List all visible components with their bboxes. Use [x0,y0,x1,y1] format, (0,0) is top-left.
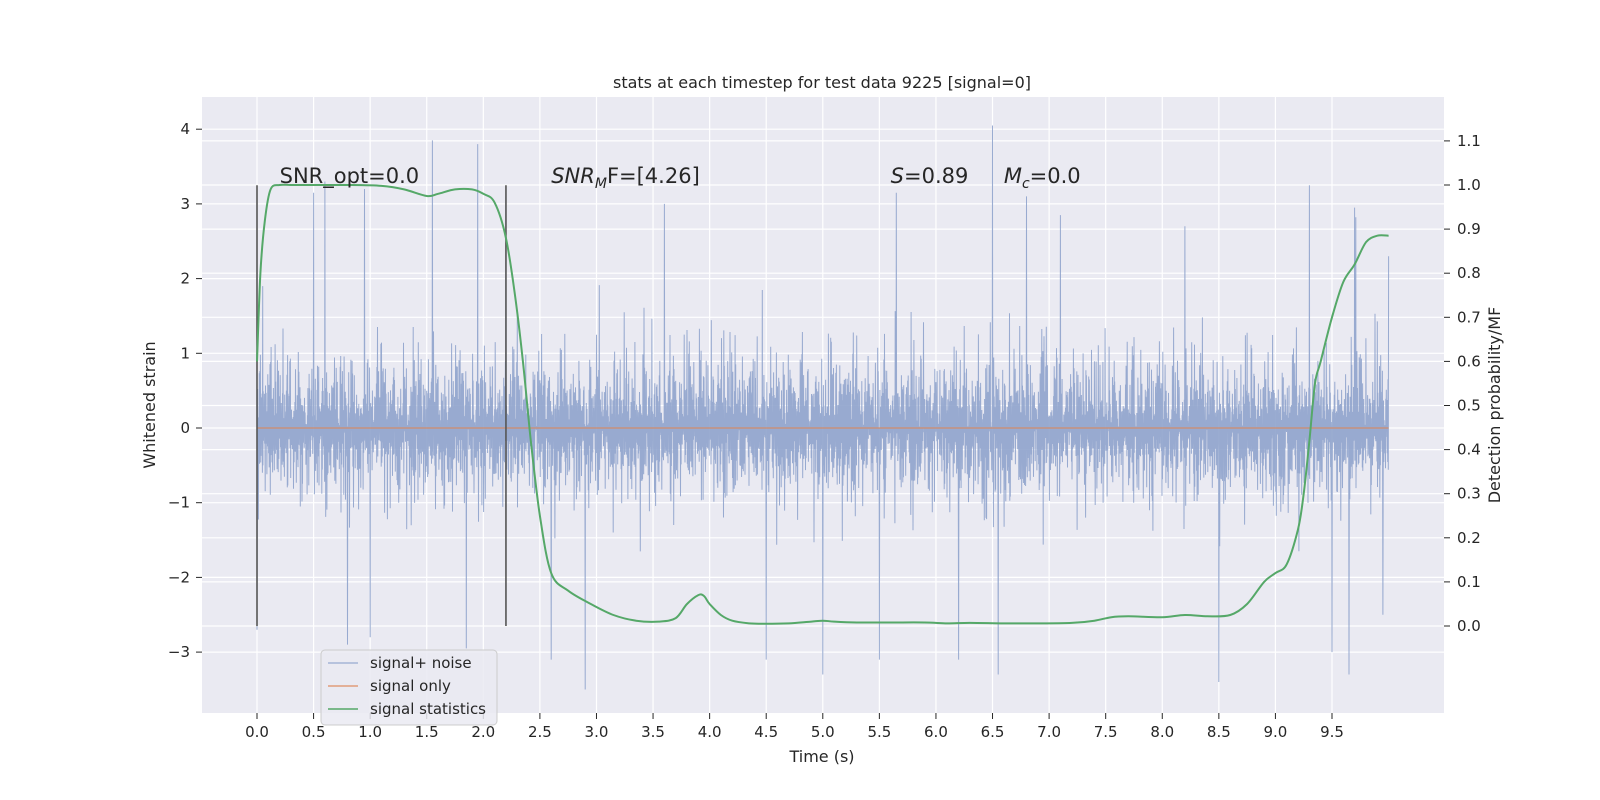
annotation-value: =0.89 [904,164,968,188]
annotations: SNR_opt=0.0 SNRMF=[4.26] S=0.89 Mc=0.0 [280,164,1081,192]
annotation-symbol: S [891,164,904,188]
annotation-symbol: M [1004,164,1022,188]
y2-tick-label: 0.4 [1457,441,1481,459]
annotation-s: S=0.89 [891,164,969,188]
x-tick-label: 5.5 [867,723,891,741]
y-axis-label: Whitened strain [140,341,159,468]
y2-tick-label: 1.1 [1457,132,1481,150]
y2-tick-label: 1.0 [1457,176,1481,194]
x-tick-label: 0.5 [302,723,326,741]
x-tick-label: 6.5 [981,723,1005,741]
x-tick-label: 7.0 [1037,723,1061,741]
x-tick-label: 4.0 [698,723,722,741]
y2-tick-label: 0.2 [1457,529,1481,547]
x-axis-label: Time (s) [788,747,854,766]
x-tick-label: 3.5 [641,723,665,741]
signal-statistics-series [256,183,1389,625]
x-tick-label: 3.0 [585,723,609,741]
annotation-subscript: M [595,176,607,192]
y-tick-label: −1 [168,494,190,512]
y-tick-label: 0 [180,419,190,437]
annotation-symbol: SNR [551,164,595,188]
annotation-mc: Mc=0.0 [1004,164,1081,192]
x-tick-labels: 0.0 0.5 1.0 1.5 2.0 2.5 3.0 3.5 4.0 4.5 5.0 5.5 6.0 6… [245,713,1344,741]
chart-title: stats at each timestep for test data 922… [613,73,1031,92]
y2-tick-label: 0.7 [1457,308,1481,326]
y2-tick-labels: 1.1 1.0 0.9 0.8 0.7 0.6 0.5 0.4 0.3 0.2 0.1 0.0 [1444,132,1481,635]
x-tick-label: 8.5 [1207,723,1231,741]
y-tick-label: 2 [180,270,190,288]
annotation-value: =0.0 [1030,164,1081,188]
y-tick-label: 4 [180,120,190,138]
y2-tick-label: 0.9 [1457,220,1481,238]
y-tick-labels: 4 3 2 1 0 −1 −2 −3 [168,120,202,661]
legend-label: signal+ noise [370,654,472,672]
vertical-markers [256,185,507,626]
annotation-snr_mf: SNRMF=[4.26] [551,164,700,192]
y-tick-label: −2 [168,568,190,586]
x-tick-label: 2.0 [471,723,495,741]
annotation-subscript: c [1022,176,1030,192]
y-tick-label: −3 [168,643,190,661]
y2-tick-label: 0.0 [1457,617,1481,635]
annotation-value: F=[4.26] [607,164,700,188]
legend-label: signal statistics [370,700,486,718]
signal-noise-line [256,125,1390,690]
x-tick-label: 9.0 [1263,723,1287,741]
annotation-snr_opt: SNR_opt=0.0 [280,164,420,189]
x-tick-label: 7.5 [1094,723,1118,741]
y2-tick-label: 0.1 [1457,573,1481,591]
y2-tick-label: 0.3 [1457,485,1481,503]
x-tick-label: 2.5 [528,723,552,741]
legend-label: signal only [370,677,451,695]
y-tick-label: 1 [180,344,190,362]
legend-box [320,649,498,726]
y2-tick-label: 0.5 [1457,397,1481,415]
signal-statistics-line [256,183,1389,625]
x-tick-label: 5.0 [811,723,835,741]
x-tick-label: 1.5 [415,723,439,741]
y-tick-label: 3 [180,195,190,213]
x-tick-label: 0.0 [245,723,269,741]
legend: signal+ noise signal only signal statistic… [320,649,498,726]
y2-tick-label: 0.6 [1457,352,1481,370]
x-tick-label: 4.5 [754,723,778,741]
x-tick-label: 6.0 [924,723,948,741]
x-tick-label: 8.0 [1150,723,1174,741]
signal-noise-series [256,125,1390,690]
y2-tick-label: 0.8 [1457,264,1481,282]
y2-axis-label: Detection probability/MF [1485,307,1504,504]
x-tick-label: 1.0 [358,723,382,741]
x-tick-label: 9.5 [1320,723,1344,741]
